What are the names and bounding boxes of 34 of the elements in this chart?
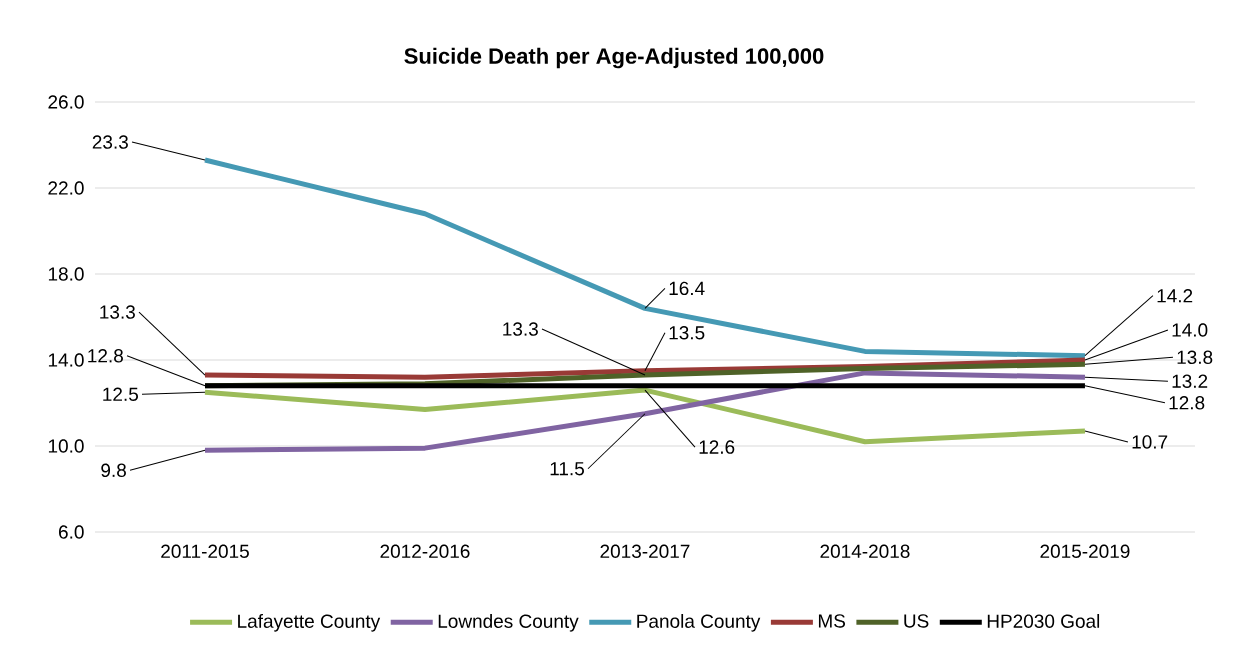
data-label: 12.8 — [1169, 396, 1205, 410]
legend-label: Lafayette County — [238, 614, 381, 632]
x-tick-label: 2015-2019 — [1040, 544, 1130, 558]
chart-title: Suicide Death per Age-Adjusted 100,000 — [404, 47, 824, 69]
legend-label: HP2030 Goal — [987, 613, 1100, 628]
y-tick-label: 14.0 — [48, 353, 84, 367]
y-tick-label: 26.0 — [48, 95, 84, 109]
x-tick-label: 2014-2018 — [820, 544, 910, 558]
data-label: 10.7 — [1132, 435, 1168, 449]
y-tick-label: 6.0 — [59, 525, 84, 539]
data-label: 16.4 — [669, 281, 705, 296]
data-label: 12.6 — [699, 440, 735, 454]
x-tick-label: 2012-2016 — [380, 544, 470, 558]
data-label: 13.3 — [100, 305, 135, 319]
data-label: 23.3 — [92, 135, 128, 149]
data-label: 13.2 — [1172, 374, 1208, 388]
legend-label: US — [904, 614, 929, 628]
y-tick-label: 10.0 — [48, 439, 84, 453]
data-label: 12.5 — [103, 387, 138, 401]
data-label: 9.8 — [101, 463, 126, 478]
data-label: 13.3 — [503, 322, 538, 336]
data-label: 12.8 — [88, 349, 123, 363]
legend-label: Lowndes County — [438, 613, 579, 632]
legend-label: MS — [818, 614, 846, 628]
legend-label: Panola County — [637, 613, 761, 632]
data-label: 11.5 — [550, 462, 584, 476]
y-tick-label: 18.0 — [48, 267, 84, 281]
x-tick-label: 2013-2017 — [600, 544, 690, 558]
x-tick-label: 2011-2015 — [161, 544, 249, 558]
y-tick-label: 22.0 — [48, 181, 84, 195]
data-label: 14.0 — [1172, 323, 1208, 337]
data-label: 14.2 — [1157, 289, 1193, 303]
data-label: 13.5 — [669, 326, 705, 340]
data-label: 13.8 — [1177, 350, 1213, 365]
